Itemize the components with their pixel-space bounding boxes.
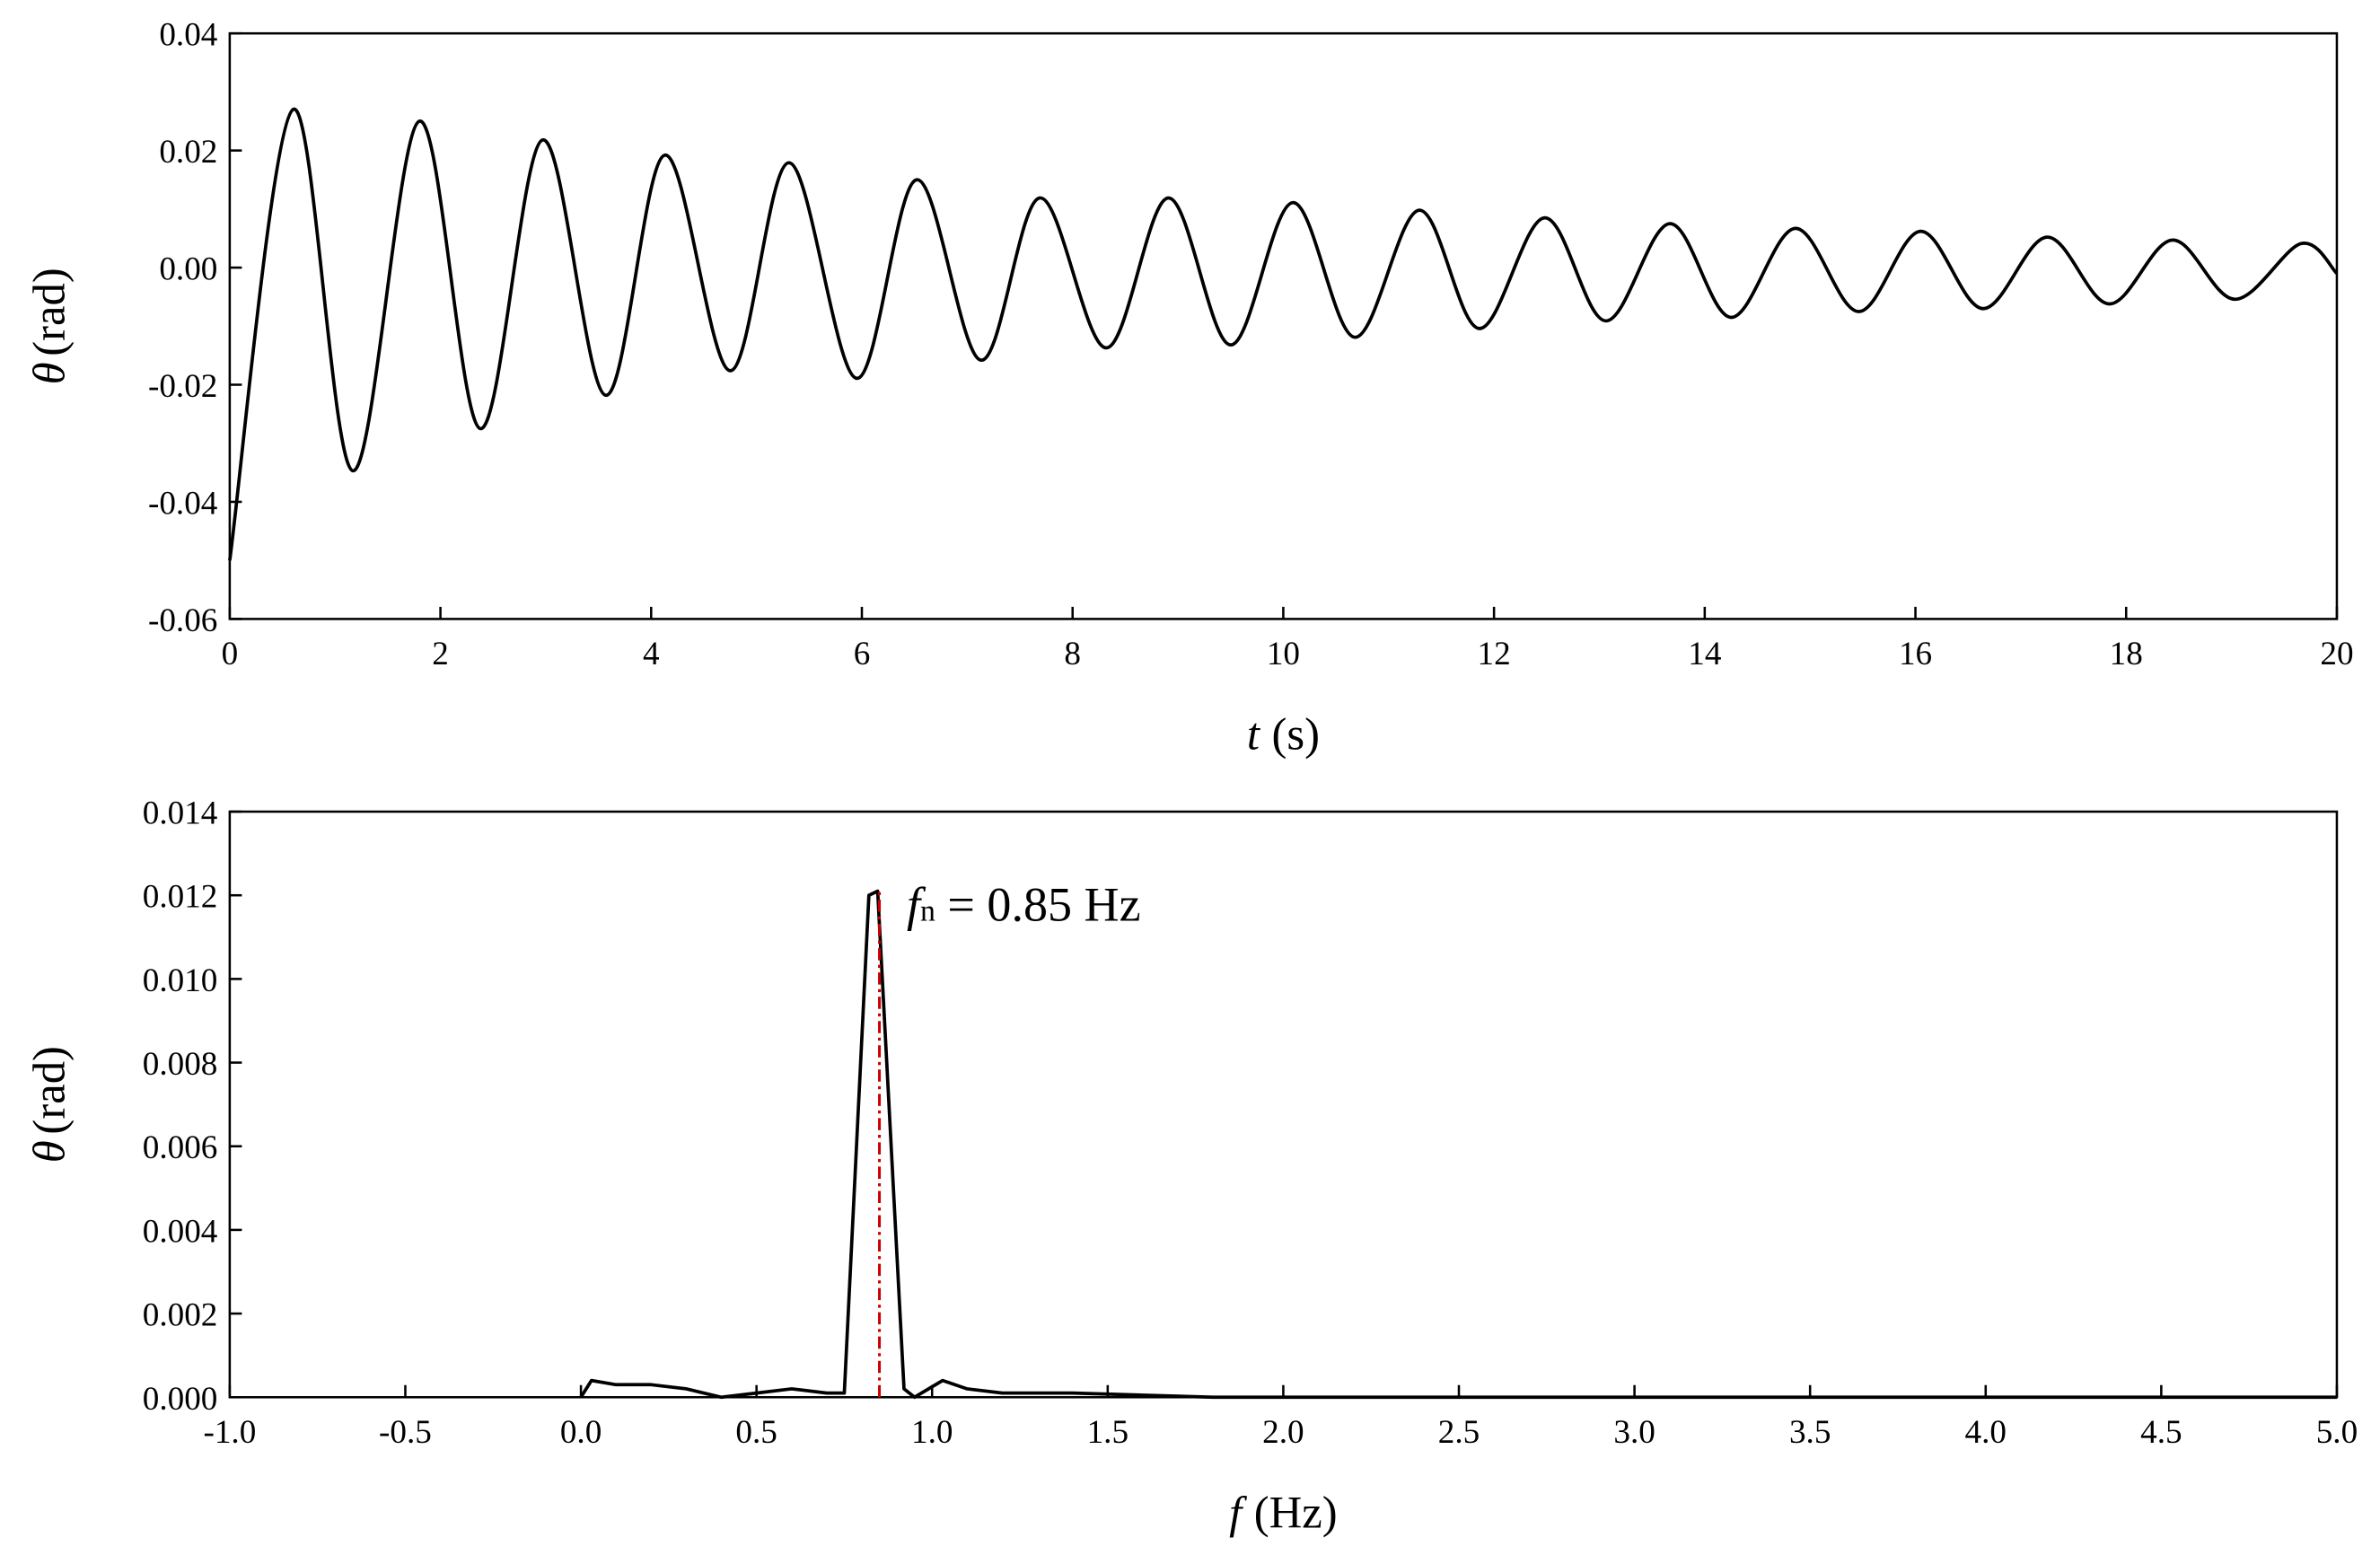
y-tick-label: -0.02 [148,368,217,405]
y-tick-label: 0.00 [159,251,217,288]
x-tick-label: 20 [2320,636,2353,672]
x-tick-label: -0.5 [379,1414,432,1451]
x-axis-symbol: f [1229,1488,1247,1538]
x-tick-label: 18 [2110,636,2143,672]
x-axis-unit: (Hz) [1254,1488,1338,1538]
data-line [228,108,2339,561]
y-tick-label: 0.002 [143,1297,218,1334]
y-tick-label: 0.006 [143,1129,218,1166]
y-tick-label: -0.04 [148,485,217,522]
annotation-text: = 0.85 Hz [947,878,1140,932]
annotation-subscript: n [920,895,935,928]
x-tick-label: 1.5 [1087,1414,1129,1451]
x-tick-label: 5.0 [2316,1414,2358,1451]
x-tick-label: 3.0 [1613,1414,1655,1451]
x-axis-symbol: t [1247,709,1261,760]
x-tick-label: 4 [643,636,660,672]
x-tick-label: 2.5 [1438,1414,1480,1451]
x-tick-label: 10 [1267,636,1300,672]
y-tick-label: -0.06 [148,602,217,639]
y-axis-symbol: θ [24,1140,75,1163]
x-tick-label: 0 [222,636,239,672]
annotation: fn = 0.85 Hz [907,878,1141,932]
x-axis-unit: (s) [1271,709,1319,760]
x-tick-label: 8 [1064,636,1081,672]
y-axis-label: θ (rad) [24,1046,75,1163]
x-tick-label: 1.0 [911,1414,953,1451]
x-tick-label: 0.0 [560,1414,602,1451]
x-tick-label: 16 [1899,636,1932,672]
y-tick-label: 0.012 [143,879,218,916]
x-tick-label: 4.0 [1965,1414,2007,1451]
y-tick-label: 0.02 [159,134,217,171]
x-tick-label: 2.0 [1262,1414,1304,1451]
y-axis-unit: (rad) [24,1046,75,1134]
plot-frame [228,31,2339,620]
x-axis-label: t (s) [1247,709,1320,760]
data-line [579,889,2337,1400]
y-axis-label: θ (rad) [24,268,75,384]
y-axis-symbol: θ [24,362,75,384]
y-tick-label: 0.004 [143,1213,218,1250]
y-axis-unit: (rad) [24,268,75,356]
y-tick-label: 0.000 [143,1381,218,1418]
x-tick-label: 14 [1688,636,1721,672]
x-tick-label: 4.5 [2140,1414,2182,1451]
x-tick-label: 3.5 [1789,1414,1831,1451]
y-tick-label: 0.008 [143,1046,218,1083]
x-tick-label: -1.0 [203,1414,256,1451]
y-tick-label: 0.014 [143,795,218,832]
x-tick-label: 0.5 [735,1414,777,1451]
x-axis-label: f (Hz) [1229,1488,1337,1538]
x-tick-label: 6 [854,636,871,672]
x-tick-label: 2 [432,636,449,672]
plot-frame [228,810,2339,1399]
x-tick-label: 12 [1478,636,1511,672]
y-tick-label: 0.010 [143,962,218,999]
y-tick-label: 0.04 [159,17,217,54]
